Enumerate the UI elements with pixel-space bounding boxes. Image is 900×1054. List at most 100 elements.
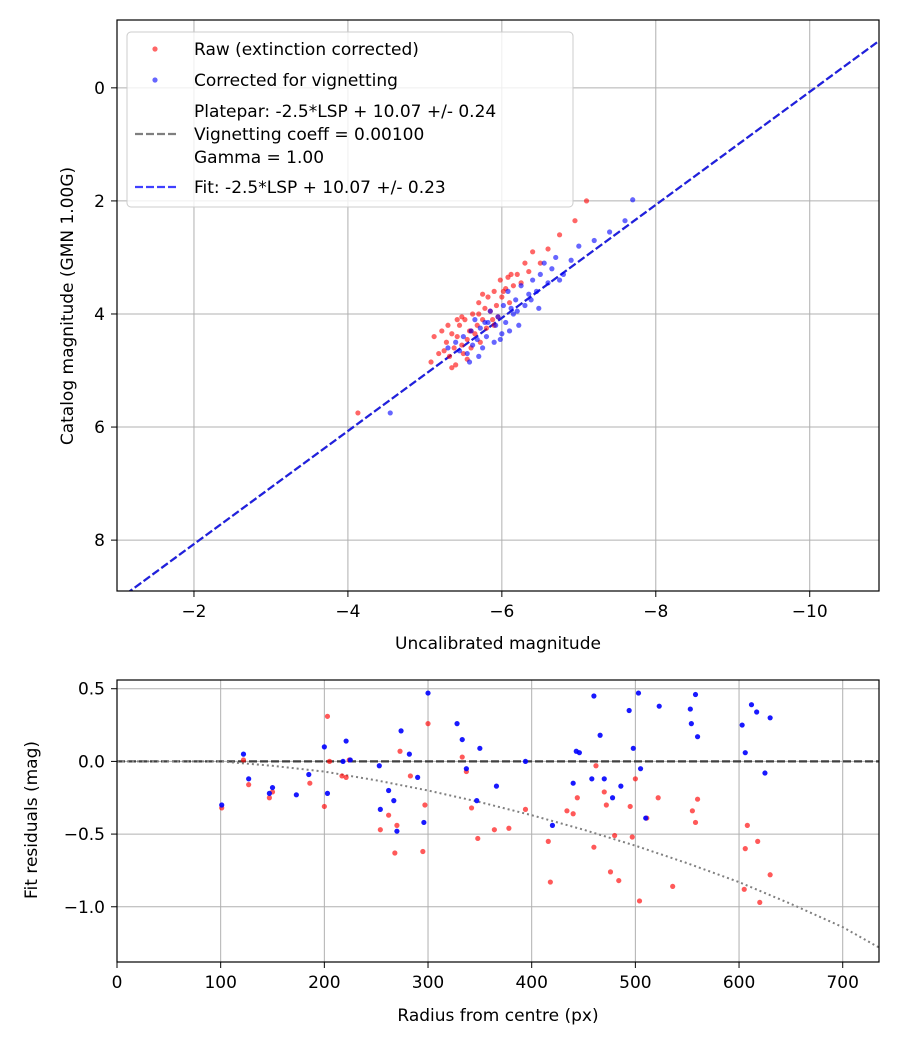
corrected-point — [497, 336, 503, 343]
legend-raw-marker — [152, 46, 158, 52]
raw-point — [510, 283, 516, 289]
top-x-tick-label: −8 — [643, 602, 668, 622]
raw-point — [454, 333, 460, 340]
raw-point — [439, 328, 445, 334]
residual-corrected-point — [748, 702, 755, 708]
corrected-point — [622, 218, 628, 224]
raw-point — [476, 311, 482, 317]
residual-raw-point — [240, 757, 247, 763]
residual-corrected-point — [630, 745, 636, 751]
raw-point — [483, 325, 490, 331]
corrected-point — [480, 345, 486, 351]
bottom-plot-area — [117, 680, 879, 962]
corrected-point — [528, 297, 534, 303]
residual-corrected-point — [343, 738, 349, 744]
residual-raw-point — [670, 883, 676, 890]
residual-raw-point — [266, 795, 272, 801]
residual-raw-point — [392, 850, 398, 856]
corrected-point — [505, 288, 511, 294]
top-x-tick-label: −2 — [181, 602, 206, 622]
raw-point — [456, 322, 463, 328]
residual-raw-point — [377, 827, 383, 833]
top-x-tick-label: −6 — [489, 602, 514, 622]
corrected-point — [445, 345, 451, 351]
residual-raw-point — [459, 754, 465, 760]
residual-corrected-point — [742, 750, 748, 756]
raw-point — [443, 339, 450, 345]
residual-corrected-point — [589, 776, 595, 782]
residual-corrected-point — [246, 776, 252, 782]
top-plot-frame — [116, 19, 880, 592]
raw-point — [500, 288, 506, 294]
residual-raw-point — [422, 802, 428, 808]
residual-raw-point — [574, 795, 580, 801]
raw-point — [497, 277, 503, 283]
residual-corrected-point — [324, 790, 331, 796]
residual-raw-point — [407, 773, 413, 779]
top-axis-ticks: −2 −4 −6 −8 −10 0 2 4 6 8 — [94, 79, 828, 622]
corrected-point — [456, 348, 463, 354]
bottom-plot-frame — [116, 679, 880, 963]
residual-raw-point — [627, 803, 633, 810]
legend: Raw (extinction corrected) Corrected for… — [126, 31, 574, 208]
bottom-y-axis-label: Fit residuals (mag) — [22, 741, 42, 899]
top-y-tick-label: 8 — [94, 531, 105, 551]
residual-raw-point — [570, 811, 576, 817]
top-x-tick-label: −4 — [335, 602, 360, 622]
residual-raw-point — [339, 773, 345, 779]
bottom-axis-ticks: 0 100 200 300 400 500 600 700 0.5 0.0 −0.5 −1.0 — [64, 680, 859, 993]
residual-corrected-point — [692, 691, 699, 698]
residual-corrected-point — [576, 750, 582, 756]
residual-corrected-point — [597, 732, 603, 738]
bottom-y-tick-label: 0.0 — [78, 752, 105, 772]
raw-point — [493, 302, 500, 309]
corrected-point — [503, 319, 509, 326]
residual-corrected-point — [398, 728, 404, 734]
legend-corrected-label: Corrected for vignetting — [194, 71, 398, 91]
raw-point — [464, 336, 470, 343]
raw-point — [490, 317, 496, 323]
residual-corrected-point — [591, 693, 597, 699]
raw-point — [459, 342, 465, 348]
corrected-point — [526, 291, 532, 297]
residual-corrected-point — [406, 751, 412, 757]
residual-corrected-point — [694, 734, 701, 740]
residual-corrected-point — [219, 802, 225, 808]
raw-point — [428, 359, 434, 365]
raw-point — [472, 331, 478, 337]
residual-raw-point — [394, 822, 400, 828]
residual-raw-point — [307, 780, 313, 786]
residual-corrected-point — [377, 806, 383, 812]
corrected-point — [510, 311, 516, 317]
raw-point — [491, 288, 497, 294]
raw-point — [482, 305, 488, 311]
residual-corrected-point — [474, 798, 480, 804]
raw-point — [449, 365, 455, 371]
raw-point — [451, 345, 457, 351]
top-x-axis-label: Uncalibrated magnitude — [395, 634, 601, 654]
residual-corrected-point — [687, 706, 693, 712]
top-y-axis-label: Catalog magnitude (GMN 1.00G) — [58, 167, 78, 445]
raw-point — [530, 249, 536, 255]
bottom-y-tick-label: 0.5 — [78, 680, 105, 700]
raw-point — [445, 322, 451, 328]
residual-raw-point — [545, 838, 551, 844]
raw-point — [446, 353, 453, 359]
residual-raw-point — [742, 846, 748, 852]
bottom-x-tick-label: 700 — [826, 973, 858, 993]
raw-point — [499, 294, 505, 300]
raw-point — [355, 410, 361, 416]
corrected-point — [545, 280, 551, 286]
corrected-point — [591, 237, 597, 244]
corrected-point — [464, 350, 470, 357]
vignetting-curve — [117, 760, 879, 949]
raw-point — [441, 348, 447, 354]
residual-corrected-point — [266, 790, 272, 796]
raw-point — [526, 268, 532, 275]
residual-corrected-point — [340, 758, 346, 765]
residual-raw-point — [755, 838, 761, 844]
residual-corrected-point — [376, 763, 382, 769]
corrected-point — [506, 328, 513, 334]
